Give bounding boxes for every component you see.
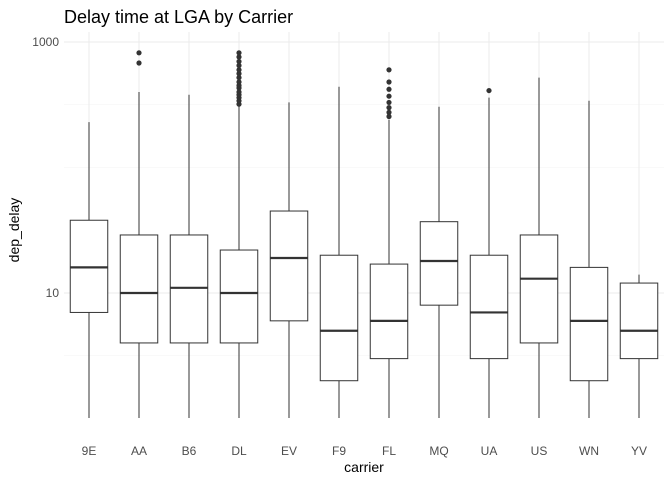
x-tick-label: AA bbox=[131, 444, 147, 458]
outlier-point bbox=[236, 79, 242, 85]
x-tick-label: F9 bbox=[332, 444, 346, 458]
box-B6 bbox=[169, 94, 209, 418]
x-tick-label: UA bbox=[481, 444, 498, 458]
x-tick-label: 9E bbox=[82, 444, 97, 458]
box-iqr bbox=[169, 234, 209, 344]
box-iqr bbox=[269, 210, 309, 322]
box-F9 bbox=[319, 86, 359, 418]
box-9E bbox=[69, 122, 109, 418]
outlier-point bbox=[236, 75, 242, 81]
y-axis-ticks: 10 1000 bbox=[32, 35, 59, 300]
outlier-point bbox=[236, 71, 242, 77]
box-EV bbox=[269, 102, 309, 418]
outlier-point bbox=[386, 109, 392, 115]
box-iqr bbox=[319, 254, 359, 382]
box-iqr bbox=[219, 249, 259, 344]
box-iqr bbox=[469, 254, 509, 360]
chart-title: Delay time at LGA by Carrier bbox=[64, 7, 293, 27]
x-tick-label: B6 bbox=[182, 444, 197, 458]
box-DL bbox=[219, 50, 259, 418]
box-AA bbox=[119, 50, 159, 418]
outlier-point bbox=[386, 105, 392, 111]
x-tick-label: EV bbox=[281, 444, 297, 458]
outlier-point bbox=[136, 50, 142, 56]
outlier-point bbox=[386, 113, 392, 120]
box-iqr bbox=[569, 266, 609, 382]
box-iqr bbox=[619, 282, 659, 360]
outlier-point bbox=[386, 79, 392, 85]
x-tick-label: US bbox=[531, 444, 548, 458]
box-iqr bbox=[519, 234, 559, 344]
box-iqr bbox=[369, 263, 409, 360]
x-tick-label: DL bbox=[231, 444, 247, 458]
outlier-point bbox=[236, 62, 242, 69]
box-YV bbox=[619, 274, 659, 418]
outlier-point bbox=[236, 54, 242, 60]
box-MQ bbox=[419, 106, 459, 418]
outlier-point bbox=[236, 58, 242, 65]
outlier-point bbox=[136, 60, 142, 66]
box-FL bbox=[369, 67, 409, 418]
box-UA bbox=[469, 87, 509, 418]
x-axis-ticks: 9E AA B6 DL EV F9 FL MQ UA US WN YV bbox=[82, 444, 647, 458]
x-tick-label: FL bbox=[382, 444, 396, 458]
y-axis-title: dep_delay bbox=[6, 198, 22, 263]
outlier-point bbox=[386, 67, 392, 73]
outlier-point bbox=[486, 87, 492, 94]
y-tick-label: 1000 bbox=[32, 35, 59, 49]
box-iqr bbox=[419, 221, 459, 306]
x-tick-label: MQ bbox=[429, 444, 448, 458]
x-tick-label: WN bbox=[579, 444, 599, 458]
outlier-point bbox=[386, 99, 392, 106]
boxes bbox=[69, 50, 659, 418]
box-WN bbox=[569, 100, 609, 418]
x-axis-title: carrier bbox=[344, 459, 384, 475]
y-tick-label: 10 bbox=[46, 286, 60, 300]
box-US bbox=[519, 77, 559, 418]
outlier-point bbox=[236, 89, 242, 95]
x-tick-label: YV bbox=[631, 444, 647, 458]
outlier-point bbox=[236, 67, 242, 73]
box-iqr bbox=[119, 234, 159, 344]
outlier-point bbox=[236, 50, 242, 56]
outlier-point bbox=[386, 86, 392, 92]
outlier-point bbox=[386, 93, 392, 99]
